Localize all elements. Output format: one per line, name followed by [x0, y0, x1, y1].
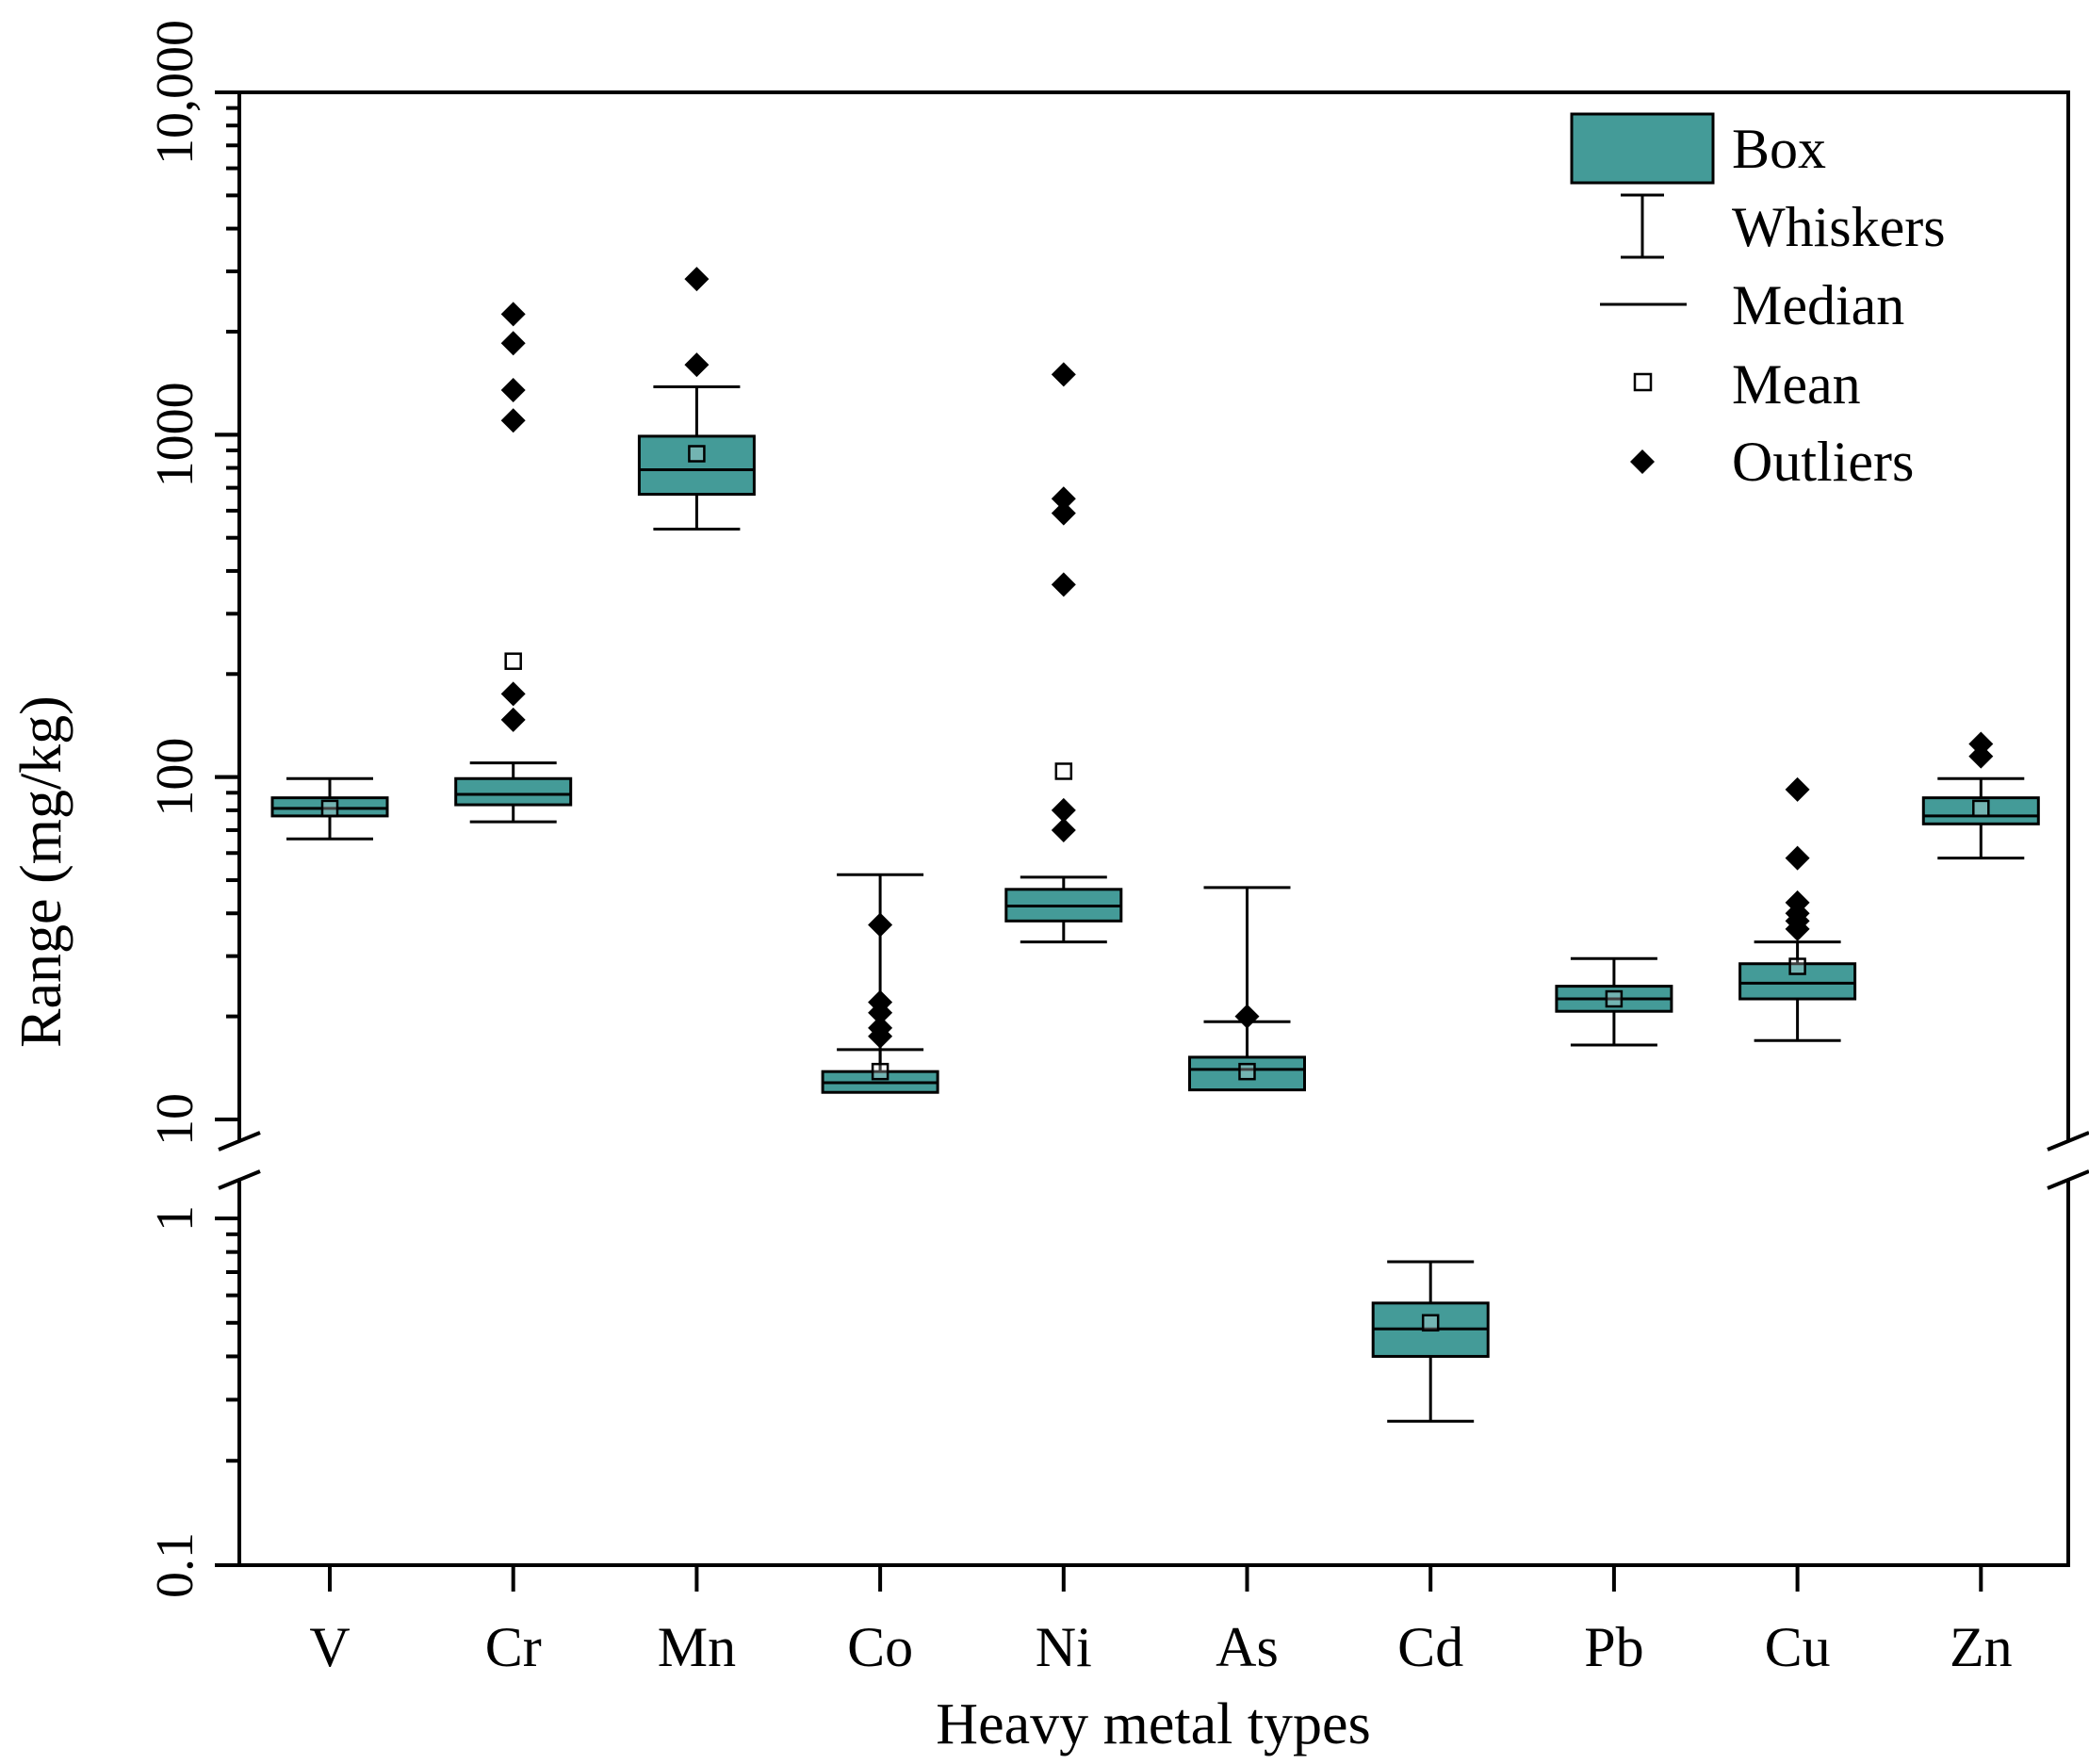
outlier-point [1051, 817, 1076, 842]
axis-break-mark [218, 1169, 261, 1190]
mean-marker [1972, 799, 1990, 818]
x-tick-label-cu: Cu [1765, 1616, 1831, 1678]
outlier-point [1051, 797, 1076, 823]
y-tick-label: 1000 [146, 382, 204, 487]
x-tick-label-cd: Cd [1397, 1616, 1463, 1678]
legend-mean-label: Mean [1732, 353, 1861, 416]
iqr-box [1921, 796, 2040, 825]
box-cr [454, 302, 573, 824]
outlier-point [500, 707, 526, 732]
x-tick-label-v: V [309, 1616, 350, 1678]
y-tick-label: 100 [146, 738, 204, 817]
iqr-box [1188, 1055, 1306, 1092]
data-marks [270, 267, 2040, 1423]
outlier-point [1785, 890, 1810, 915]
iqr-box [454, 776, 573, 807]
axis-break-mark [2047, 1169, 2089, 1190]
x-axis-title: Heavy metal types [936, 1692, 1370, 1756]
outlier-point [500, 377, 526, 402]
outlier-point [1785, 776, 1810, 802]
outlier-point [500, 681, 526, 707]
box-co [821, 873, 939, 1094]
x-tick-label-pb: Pb [1584, 1616, 1643, 1678]
outlier-point [1968, 743, 1994, 769]
mean-marker [1054, 762, 1073, 780]
box-as [1188, 886, 1306, 1092]
axis-break-mark [218, 1131, 261, 1152]
left-axis-break-gap [234, 1140, 245, 1181]
axis-ticks [215, 90, 1983, 1592]
legend: Box Whiskers Median Mean Outliers [1570, 112, 1946, 493]
iqr-box [1738, 962, 1857, 1001]
outlier-point [500, 408, 526, 433]
box-cd [1371, 1260, 1490, 1423]
x-tick-label-as: As [1216, 1616, 1279, 1678]
legend-mean-symbol [1633, 372, 1653, 392]
outlier-point [500, 302, 526, 327]
outlier-point [500, 331, 526, 356]
box-v [270, 776, 389, 841]
box-zn [1921, 731, 2040, 860]
legend-whiskers-label: Whiskers [1732, 196, 1946, 258]
legend-outliers-symbol [1630, 449, 1655, 474]
y-tick-label: 1 [146, 1205, 204, 1232]
mean-marker [871, 1062, 889, 1081]
x-tick-label-zn: Zn [1950, 1616, 2013, 1678]
outlier-point [1051, 572, 1076, 597]
legend-median-label: Median [1732, 274, 1904, 336]
x-tick-label-mn: Mn [658, 1616, 736, 1678]
box-ni [1004, 362, 1123, 944]
outlier-point [1051, 486, 1076, 512]
box-mn [637, 267, 756, 531]
iqr-box [637, 434, 756, 497]
legend-box-label: Box [1732, 118, 1826, 180]
y-tick-label: 10,000 [146, 20, 204, 165]
legend-whiskers-symbol [1621, 193, 1664, 259]
x-tick-label-co: Co [847, 1616, 913, 1678]
box-pb [1555, 956, 1673, 1047]
y-tick-label: 10 [146, 1093, 204, 1146]
mean-marker [1421, 1314, 1440, 1332]
outlier-point [1968, 731, 1994, 757]
outlier-point [1785, 845, 1810, 871]
outlier-point [684, 267, 710, 292]
outlier-point [868, 912, 893, 938]
legend-outliers-label: Outliers [1732, 431, 1914, 493]
mean-marker [1788, 957, 1806, 975]
y-axis-title: Range (mg/kg) [9, 695, 73, 1048]
outlier-point [1051, 362, 1076, 387]
x-tick-labels: V Cr Mn Co Ni As Cd Pb Cu Zn [309, 1616, 2012, 1678]
mean-marker [320, 799, 339, 818]
axis-break [218, 1131, 2089, 1190]
box-cu [1738, 776, 1857, 1042]
outlier-point [1234, 1004, 1260, 1029]
plot-frame [237, 90, 2070, 1567]
y-tick-label: 0.1 [146, 1532, 204, 1598]
right-axis-break-gap [2063, 1140, 2074, 1181]
outlier-point [1051, 500, 1076, 526]
outlier-point [684, 352, 710, 378]
mean-marker [1605, 989, 1624, 1008]
outlier-point [868, 989, 893, 1015]
mean-marker [504, 652, 522, 670]
outlier-point [868, 1015, 893, 1040]
axis-break-mark [2047, 1131, 2089, 1152]
y-tick-labels: 0.1 1 10 100 1000 10,000 [146, 20, 204, 1598]
legend-box-swatch [1570, 112, 1715, 185]
x-tick-label-ni: Ni [1036, 1616, 1092, 1678]
x-tick-label-cr: Cr [485, 1616, 542, 1678]
mean-marker [1238, 1062, 1256, 1081]
mean-marker [688, 445, 706, 463]
